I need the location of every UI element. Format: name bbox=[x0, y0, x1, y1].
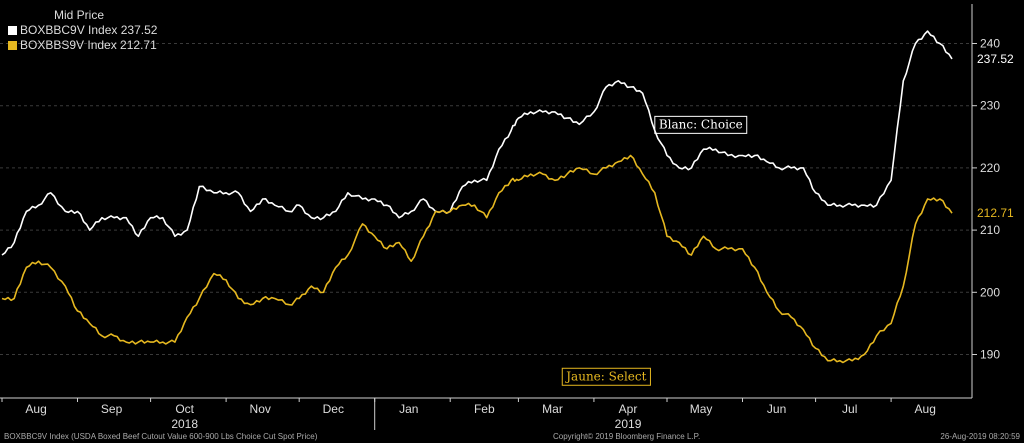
annotation-0: Blanc: Choice bbox=[654, 115, 748, 134]
xtick-label-2: Oct bbox=[175, 402, 194, 416]
legend-entry-choice: BOXBBC9V Index 237.52 bbox=[8, 23, 157, 38]
last-value-bg-1 bbox=[974, 205, 1020, 222]
last-value-tag-1: 212.71 bbox=[974, 205, 1020, 222]
legend-swatch-choice bbox=[8, 26, 17, 35]
axis-layer: 190 200 210 220 230 240 Aug Sep Oct Nov Dec Jan Feb M… bbox=[0, 4, 1020, 431]
year-label-2018: 2018 bbox=[171, 417, 198, 431]
last-value-0: 237.52 bbox=[977, 52, 1014, 66]
legend-swatch-select bbox=[8, 41, 17, 50]
ytick-label-200: 200 bbox=[980, 285, 1000, 299]
last-value-bg-0 bbox=[974, 50, 1020, 67]
last-value-1: 212.71 bbox=[977, 206, 1014, 220]
last-value-tag-0: 237.52 bbox=[974, 50, 1020, 67]
xtick-label-0: Aug bbox=[25, 402, 46, 416]
annotation-text-1: Jaune: Select bbox=[564, 369, 646, 383]
xtick-label-1: Sep bbox=[101, 402, 123, 416]
series-line-0 bbox=[1, 30, 953, 256]
xtick-label-9: May bbox=[690, 402, 713, 416]
annotation-box-1 bbox=[561, 367, 651, 386]
xtick-label-4: Dec bbox=[323, 402, 344, 416]
grid bbox=[0, 43, 972, 355]
annotation-box-0 bbox=[654, 115, 748, 134]
series-line-1 bbox=[1, 154, 953, 364]
legend-title: Mid Price bbox=[54, 8, 105, 22]
annotation-text-0: Blanc: Choice bbox=[659, 117, 743, 131]
legend: Mid Price BOXBBC9V Index 237.52 BOXBBS9V… bbox=[8, 8, 157, 53]
footer-source: BOXBBC9V Index (USDA Boxed Beef Cutout V… bbox=[4, 432, 318, 441]
footer-copyright: Copyright© 2019 Bloomberg Finance L.P. bbox=[553, 432, 701, 441]
xtick-label-7: Mar bbox=[542, 402, 563, 416]
series-layer bbox=[1, 30, 953, 364]
xtick-label-10: Jun bbox=[767, 402, 786, 416]
ytick-label-210: 210 bbox=[980, 223, 1000, 237]
annotation-1: Jaune: Select bbox=[561, 367, 651, 386]
year-label-2019: 2019 bbox=[615, 417, 642, 431]
xtick-label-3: Nov bbox=[250, 402, 271, 416]
xtick-label-5: Jan bbox=[399, 402, 418, 416]
legend-entry-select: BOXBBS9V Index 212.71 bbox=[8, 38, 157, 53]
xtick-label-6: Feb bbox=[474, 402, 495, 416]
xtick-label-12: Aug bbox=[915, 402, 936, 416]
ytick-label-230: 230 bbox=[980, 99, 1000, 113]
footer-timestamp: 26-Aug-2019 08:20:59 bbox=[940, 432, 1020, 441]
ytick-label-220: 220 bbox=[980, 161, 1000, 175]
ytick-label-190: 190 bbox=[980, 348, 1000, 362]
xtick-label-8: Apr bbox=[619, 402, 638, 416]
annotation-layer: Blanc: Choice Jaune: Select bbox=[561, 115, 748, 386]
ytick-label-240: 240 bbox=[980, 37, 1000, 51]
xtick-label-11: Jul bbox=[842, 402, 857, 416]
legend-label-select: BOXBBS9V Index 212.71 bbox=[20, 38, 157, 52]
legend-label-choice: BOXBBC9V Index 237.52 bbox=[20, 23, 158, 37]
